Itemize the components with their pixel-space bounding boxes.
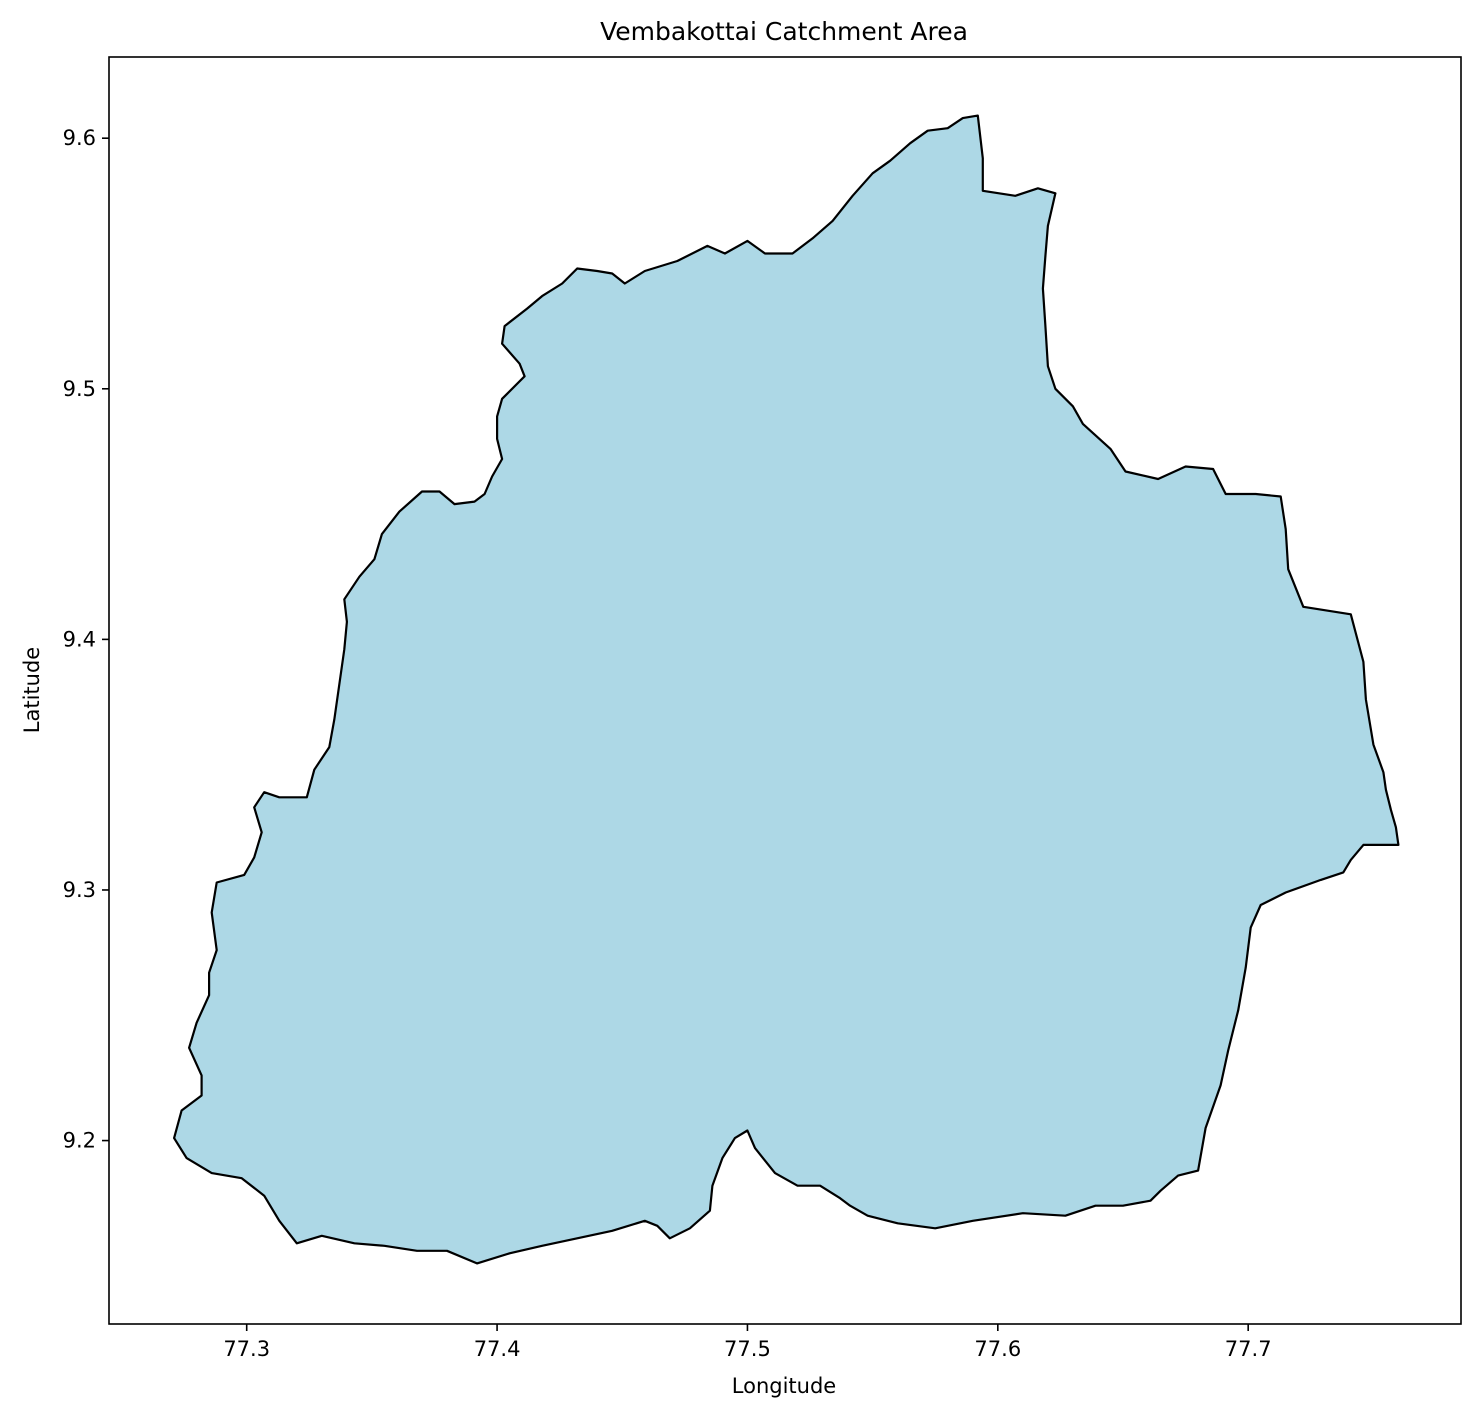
y-axis-ticks: 9.2 9.3 9.4 9.5 9.6 [63, 126, 109, 1153]
chart-title: Vembakottai Catchment Area [600, 17, 968, 46]
x-tick-label: 77.6 [974, 1337, 1021, 1361]
x-tick-label: 77.4 [474, 1337, 521, 1361]
x-axis-ticks: 77.3 77.4 77.5 77.6 77.7 [223, 1324, 1272, 1361]
plot-area [173, 114, 1400, 1265]
x-tick-label: 77.7 [1225, 1337, 1272, 1361]
y-tick-label: 9.5 [63, 377, 96, 401]
y-tick-label: 9.2 [63, 1129, 96, 1153]
catchment-polygon [173, 114, 1400, 1265]
x-tick-label: 77.5 [724, 1337, 771, 1361]
x-axis-label: Longitude [732, 1374, 836, 1398]
y-tick-label: 9.6 [63, 126, 96, 150]
y-tick-label: 9.3 [63, 878, 96, 902]
y-tick-label: 9.4 [63, 627, 96, 651]
axes-frame [108, 56, 1462, 1325]
y-axis-label: Latitude [20, 647, 44, 733]
x-tick-label: 77.3 [223, 1337, 270, 1361]
